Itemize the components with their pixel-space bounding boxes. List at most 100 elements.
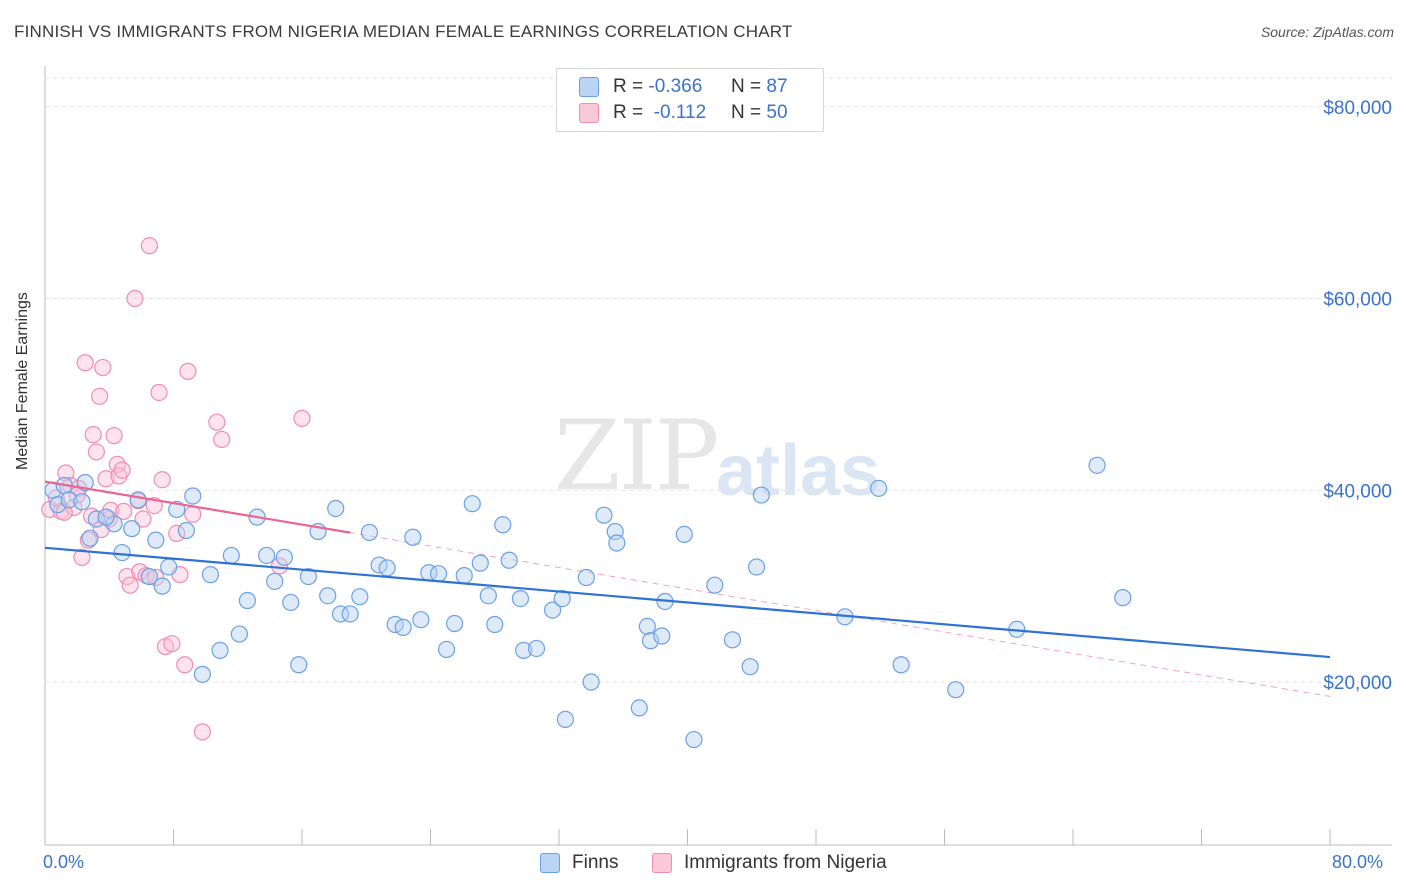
point-finns [97,508,115,526]
correlation-legend: R = -0.366 N = 87 R = -0.112 N = 50 [556,68,824,132]
point-nigeria [126,289,144,308]
legend-label-finns: Finns [572,852,619,873]
point-nigeria [140,237,159,255]
point-nigeria [147,568,165,587]
point-finns [471,554,489,572]
point-finns [123,520,141,538]
point-nigeria [105,427,123,445]
point-finns [140,567,159,586]
point-finns [556,710,575,729]
point-finns [630,699,648,717]
point-finns [258,546,276,565]
point-finns [641,632,660,650]
point-finns [327,499,345,518]
source-label: Source: ZipAtlas.com [1260,24,1394,40]
point-finns [282,593,300,612]
point-nigeria [73,548,91,566]
point-finns [275,548,293,566]
point-nigeria [84,426,102,444]
point-nigeria [208,413,226,431]
point-finns [351,588,369,606]
legend-n-label: N = [731,76,762,97]
point-finns [870,479,888,497]
point-finns [81,529,99,547]
point-finns [463,495,481,513]
point-nigeria [293,409,311,427]
legend-r-value: -0.366 [648,76,703,97]
legend-swatch-nigeria [579,103,599,123]
legend-swatch-finns [579,77,599,97]
point-nigeria [176,656,194,674]
point-nigeria [153,471,171,489]
point-finns [60,491,78,509]
point-nigeria [213,430,231,449]
point-finns [160,558,178,576]
point-finns [685,730,703,749]
point-nigeria [91,387,109,405]
point-finns [675,525,693,543]
point-nigeria [163,635,181,653]
trend-line-finns [44,546,1331,659]
point-finns [331,605,350,623]
point-finns [238,591,256,610]
point-nigeria [184,505,202,523]
point-nigeria [193,723,212,741]
legend-r-label: R = [613,76,644,97]
point-finns [706,576,724,594]
point-finns [184,487,202,505]
point-finns [360,523,379,542]
point-finns [553,590,571,608]
point-nigeria [87,443,106,461]
point-finns [394,618,412,636]
watermark-atlas: atlas [716,431,881,511]
legend-r-value: -0.112 [653,102,707,123]
legend-item-nigeria: Immigrants from Nigeria [652,852,887,874]
legend-n-value: 50 [766,102,788,123]
point-finns [168,500,186,519]
point-nigeria [76,354,94,372]
point-nigeria [179,362,197,380]
point-finns [147,531,165,549]
point-finns [1088,456,1106,474]
point-nigeria [97,470,115,488]
point-finns [129,491,147,509]
point-finns [741,658,759,676]
legend-item-finns: Finns [540,852,618,874]
legend-n-label: N = [731,102,762,123]
point-nigeria [82,507,101,525]
point-finns [319,587,337,605]
x-tick-label-min: 0.0% [43,852,85,872]
point-finns [653,627,671,645]
series-legend: Finns Immigrants from Nigeria [0,852,1406,876]
point-nigeria [113,461,131,479]
point-finns [177,521,195,540]
point-finns [479,587,497,605]
legend-r-label: R = [613,102,644,123]
point-finns [266,572,284,590]
watermark-zip: ZIP [554,400,719,512]
y-axis-label: Median Female Earnings [14,292,31,470]
point-nigeria [168,524,186,543]
point-finns [445,614,464,633]
point-finns [211,641,229,659]
y-tick-label: $60,000 [1323,290,1392,311]
point-finns [299,567,318,586]
legend-n-value: 87 [766,76,788,97]
point-finns [486,615,504,634]
point-finns [113,543,131,562]
point-nigeria [121,576,139,594]
point-finns [494,516,512,534]
point-finns [429,565,448,583]
point-finns [290,656,308,674]
point-finns [595,506,613,524]
point-finns [49,496,67,514]
y-tick-label: $20,000 [1323,673,1392,694]
point-nigeria [150,383,168,402]
point-nigeria [115,502,133,520]
point-finns [638,617,656,636]
point-finns [341,605,359,623]
point-finns [515,641,533,659]
point-finns [230,625,248,643]
point-finns [608,534,626,552]
